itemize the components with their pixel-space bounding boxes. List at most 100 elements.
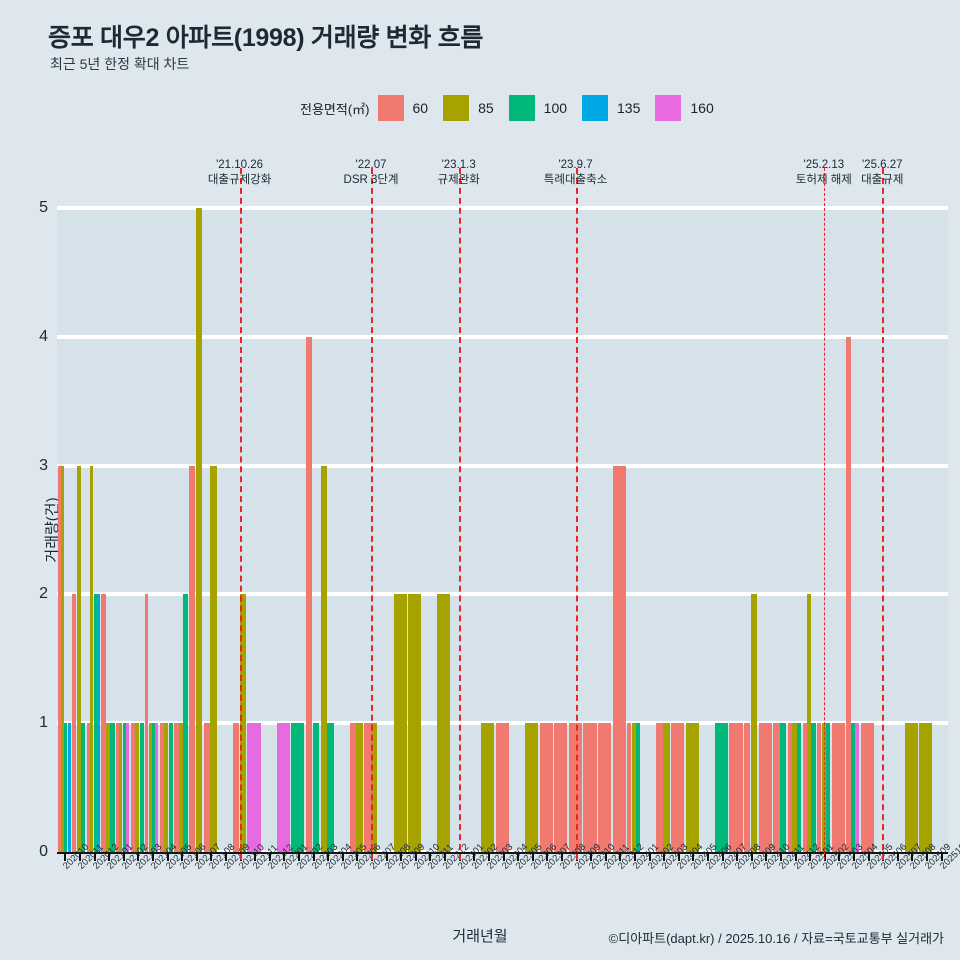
x-axis-tick <box>692 852 695 861</box>
annotation-description: DSR 3단계 <box>343 174 399 186</box>
bar <box>627 723 632 852</box>
bar <box>831 723 845 852</box>
bar <box>758 723 772 852</box>
bar <box>276 723 290 852</box>
x-axis-tick <box>940 852 943 861</box>
legend-item[interactable]: 100 <box>508 95 576 121</box>
annotation-date: '25.2.13 <box>803 159 845 171</box>
bar <box>780 723 787 852</box>
bar <box>663 723 670 852</box>
bar <box>495 723 509 852</box>
x-axis-tick <box>590 852 593 861</box>
annotation-line <box>882 168 885 860</box>
x-axis-tick <box>93 852 96 861</box>
legend-label: 60 <box>412 100 429 116</box>
x-axis-tick <box>896 852 899 861</box>
bar <box>76 465 81 852</box>
bar <box>817 723 822 852</box>
y-axis-tick-label: 3 <box>39 456 48 474</box>
bar <box>729 723 743 852</box>
bar <box>232 723 240 852</box>
x-axis-tick <box>473 852 476 861</box>
bar <box>792 723 797 852</box>
legend-label: 135 <box>617 100 641 116</box>
y-axis-tick-label: 2 <box>39 585 48 603</box>
y-axis-tick-label: 0 <box>39 843 48 860</box>
x-axis-tick <box>736 852 739 861</box>
legend-item[interactable]: 160 <box>655 95 722 121</box>
x-axis-tick <box>721 852 724 861</box>
x-axis-tick <box>108 852 111 861</box>
page-title: 증포 대우2 아파트(1998) 거래량 변화 흐름 <box>48 24 484 52</box>
gridline <box>57 721 948 726</box>
legend: 전용면적(㎡) 60 85 100 135 160 <box>300 95 729 121</box>
annotation-description: 토허제 해제 <box>795 174 852 186</box>
bar <box>787 723 793 852</box>
x-axis-tick <box>283 852 286 861</box>
legend-item[interactable]: 135 <box>582 95 649 121</box>
y-axis-tick-label: 5 <box>39 199 48 216</box>
bar <box>174 723 179 852</box>
annotation-description: 대출규제 <box>861 174 904 186</box>
annotation-label: '21.10.26 대출규제강화 <box>208 158 271 188</box>
x-axis-tick <box>765 852 768 861</box>
bar <box>130 723 135 852</box>
bar <box>247 723 261 852</box>
bar <box>64 723 68 852</box>
x-axis-tick <box>151 852 154 861</box>
x-axis-tick <box>181 852 184 861</box>
annotation-date: '23.9.7 <box>558 159 593 171</box>
bar <box>796 723 802 852</box>
bar <box>312 723 320 852</box>
bar <box>846 336 851 852</box>
annotation-line <box>371 168 374 860</box>
legend-label: 160 <box>690 100 714 116</box>
x-axis-title: 거래년월 <box>452 928 508 945</box>
bar <box>371 723 378 852</box>
bar <box>744 723 751 852</box>
bar <box>183 594 188 852</box>
legend-item[interactable]: 60 <box>377 95 438 121</box>
x-axis-tick <box>823 852 826 861</box>
x-axis-tick <box>560 852 563 861</box>
bar <box>178 723 184 852</box>
bar <box>189 465 196 852</box>
legend-title: 전용면적(㎡) <box>300 101 370 117</box>
bar <box>631 723 636 852</box>
bar <box>855 723 860 852</box>
bar <box>139 723 144 852</box>
bar <box>164 723 169 852</box>
annotation-label: '25.2.13 토허제 해제 <box>796 158 852 188</box>
x-axis-tick <box>195 852 198 861</box>
x-axis-tick <box>517 852 520 861</box>
bar <box>583 723 597 852</box>
bar <box>408 594 422 852</box>
bar <box>806 594 812 852</box>
bar <box>860 723 875 852</box>
x-axis-tick <box>298 852 300 861</box>
annotation-label: '25.6.27 대출규제 <box>861 158 903 188</box>
bar <box>802 723 807 852</box>
bar <box>356 723 363 852</box>
annotation-line <box>458 168 461 860</box>
x-axis-tick <box>414 852 417 861</box>
bar <box>320 465 327 852</box>
bar <box>57 465 61 852</box>
legend-swatch <box>443 95 470 121</box>
bar <box>101 594 106 852</box>
x-axis-tick <box>619 852 622 861</box>
x-axis-tick <box>166 852 169 861</box>
bar <box>155 723 159 852</box>
legend-item[interactable]: 85 <box>443 95 503 121</box>
x-axis-tick <box>224 852 227 861</box>
legend-swatch <box>377 95 404 121</box>
annotation-label: '23.1.3 규제완화 <box>438 158 480 188</box>
annotation-description: 특례대출축소 <box>543 174 608 186</box>
bar <box>524 723 539 852</box>
bar <box>72 594 77 852</box>
annotation-date: '23.1.3 <box>441 159 476 171</box>
bar <box>636 723 641 852</box>
bar <box>671 723 685 852</box>
y-axis-tick-label: 4 <box>39 327 48 345</box>
bar <box>850 723 855 852</box>
